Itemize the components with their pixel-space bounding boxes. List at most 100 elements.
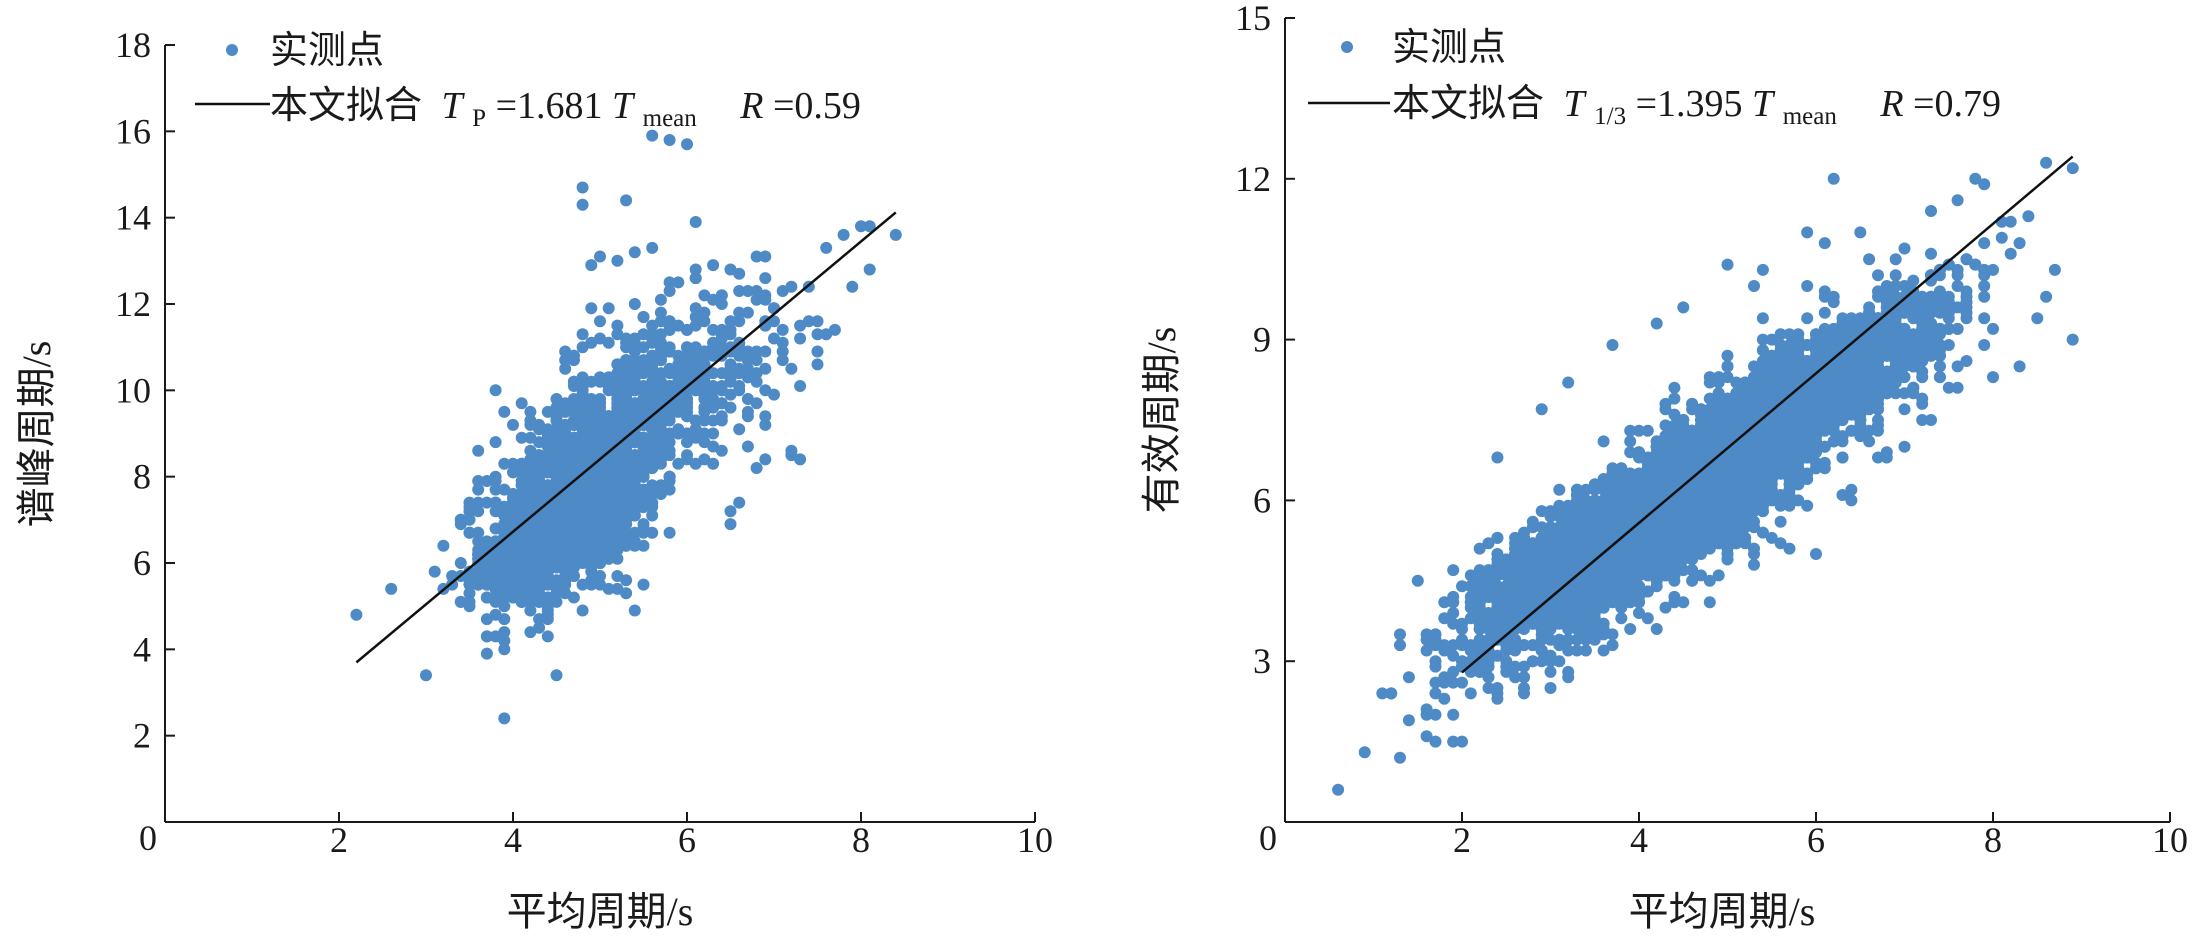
scatter-point bbox=[594, 250, 606, 263]
scatter-point bbox=[1756, 344, 1769, 357]
scatter-point bbox=[550, 561, 563, 574]
scatter-point bbox=[550, 475, 563, 487]
scatter-point bbox=[750, 293, 763, 306]
scatter-point bbox=[1756, 526, 1769, 539]
scatter-point bbox=[654, 341, 667, 354]
scatter-point bbox=[637, 311, 650, 323]
scatter-point bbox=[620, 423, 633, 436]
scatter-point bbox=[698, 315, 711, 328]
scatter-point bbox=[480, 535, 493, 548]
scatter-point bbox=[628, 475, 641, 487]
scatter-point bbox=[663, 470, 676, 483]
scatter-point bbox=[1641, 489, 1654, 501]
scatter-point bbox=[646, 384, 659, 397]
scatter-point bbox=[741, 440, 754, 453]
scatter-point bbox=[576, 198, 589, 211]
scatter-point bbox=[472, 578, 485, 591]
scatter-point bbox=[498, 582, 511, 595]
scatter-point bbox=[533, 457, 546, 470]
scatter-point bbox=[550, 393, 563, 405]
scatter-point bbox=[1641, 542, 1654, 555]
scatter-point bbox=[463, 526, 476, 539]
scatter-point bbox=[1597, 435, 1610, 448]
scatter-point bbox=[472, 526, 485, 539]
scatter-point bbox=[498, 457, 511, 470]
scatter-point bbox=[550, 582, 563, 595]
x-tick-label-left-10: 10 bbox=[1017, 820, 1053, 860]
scatter-point bbox=[567, 526, 580, 539]
scatter-point bbox=[559, 345, 572, 358]
scatter-point bbox=[1748, 542, 1760, 555]
scatter-point bbox=[681, 341, 693, 354]
scatter-point bbox=[611, 582, 624, 595]
scatter-point bbox=[768, 315, 780, 328]
scatter-point bbox=[1394, 751, 1406, 764]
scatter-point bbox=[1633, 590, 1645, 603]
scatter-point bbox=[646, 423, 659, 436]
legend-left: 实测点 本文拟合 T P =1.681 T mean R =0.59 bbox=[195, 30, 861, 132]
scatter-point bbox=[611, 319, 624, 332]
scatter-point bbox=[611, 405, 624, 418]
scatter-point bbox=[602, 582, 615, 595]
scatter-point bbox=[1703, 542, 1716, 555]
scatter-point bbox=[576, 181, 589, 194]
scatter-point bbox=[559, 548, 572, 561]
y-tick-label-left-18: 18 bbox=[115, 25, 151, 65]
scatter-point bbox=[576, 388, 589, 401]
scatter-point bbox=[541, 570, 554, 582]
scatter-point bbox=[1677, 596, 1690, 609]
scatter-point bbox=[794, 332, 807, 345]
scatter-point bbox=[594, 332, 606, 345]
scatter-point bbox=[463, 565, 476, 578]
scatter-point bbox=[776, 323, 789, 336]
y-tick-label-left-2: 2 bbox=[133, 716, 151, 756]
fit-line-left-group bbox=[355, 211, 897, 664]
scatter-point bbox=[698, 414, 711, 427]
scatter-point bbox=[663, 276, 676, 289]
scatter-point bbox=[1650, 623, 1663, 635]
scatter-point bbox=[559, 431, 572, 444]
scatter-point bbox=[707, 414, 720, 427]
scatter-point bbox=[733, 285, 746, 297]
scatter-point bbox=[620, 194, 633, 207]
scatter-point bbox=[820, 241, 833, 254]
scatter-point bbox=[611, 531, 624, 544]
scatter-point bbox=[689, 362, 702, 375]
scatter-point bbox=[1624, 435, 1637, 448]
scatter-point bbox=[663, 319, 676, 332]
scatter-point bbox=[385, 582, 398, 595]
scatter-point bbox=[1544, 682, 1557, 694]
scatter-point bbox=[1429, 676, 1442, 689]
scatter-point bbox=[646, 405, 659, 418]
scatter-point bbox=[776, 345, 789, 358]
scatter-point bbox=[533, 595, 546, 608]
scatter-point bbox=[585, 397, 598, 410]
scatter-point bbox=[715, 444, 728, 457]
scatter-point bbox=[646, 328, 659, 341]
scatter-point bbox=[1668, 499, 1681, 512]
scatter-point bbox=[863, 263, 876, 276]
scatter-point bbox=[741, 306, 754, 319]
scatter-point bbox=[559, 362, 572, 375]
scatter-point bbox=[515, 431, 528, 444]
scatter-point bbox=[602, 302, 615, 315]
y-tick-label-left-10: 10 bbox=[115, 370, 151, 410]
scatter-point bbox=[1801, 312, 1814, 325]
legend-r-value-left: =0.59 bbox=[773, 85, 861, 127]
scatter-point bbox=[498, 405, 511, 418]
scatter-point bbox=[846, 280, 859, 293]
scatter-point bbox=[759, 410, 772, 423]
scatter-point bbox=[585, 302, 598, 315]
scatter-point bbox=[576, 548, 589, 561]
scatter-point bbox=[750, 397, 763, 410]
scatter-point bbox=[1686, 564, 1699, 577]
scatter-point bbox=[759, 418, 772, 431]
scatter-point bbox=[620, 397, 633, 410]
scatter-point bbox=[533, 552, 546, 565]
scatter-point bbox=[611, 397, 624, 410]
scatter-point bbox=[567, 483, 580, 496]
scatter-point bbox=[628, 246, 641, 259]
scatter-point bbox=[567, 557, 580, 569]
